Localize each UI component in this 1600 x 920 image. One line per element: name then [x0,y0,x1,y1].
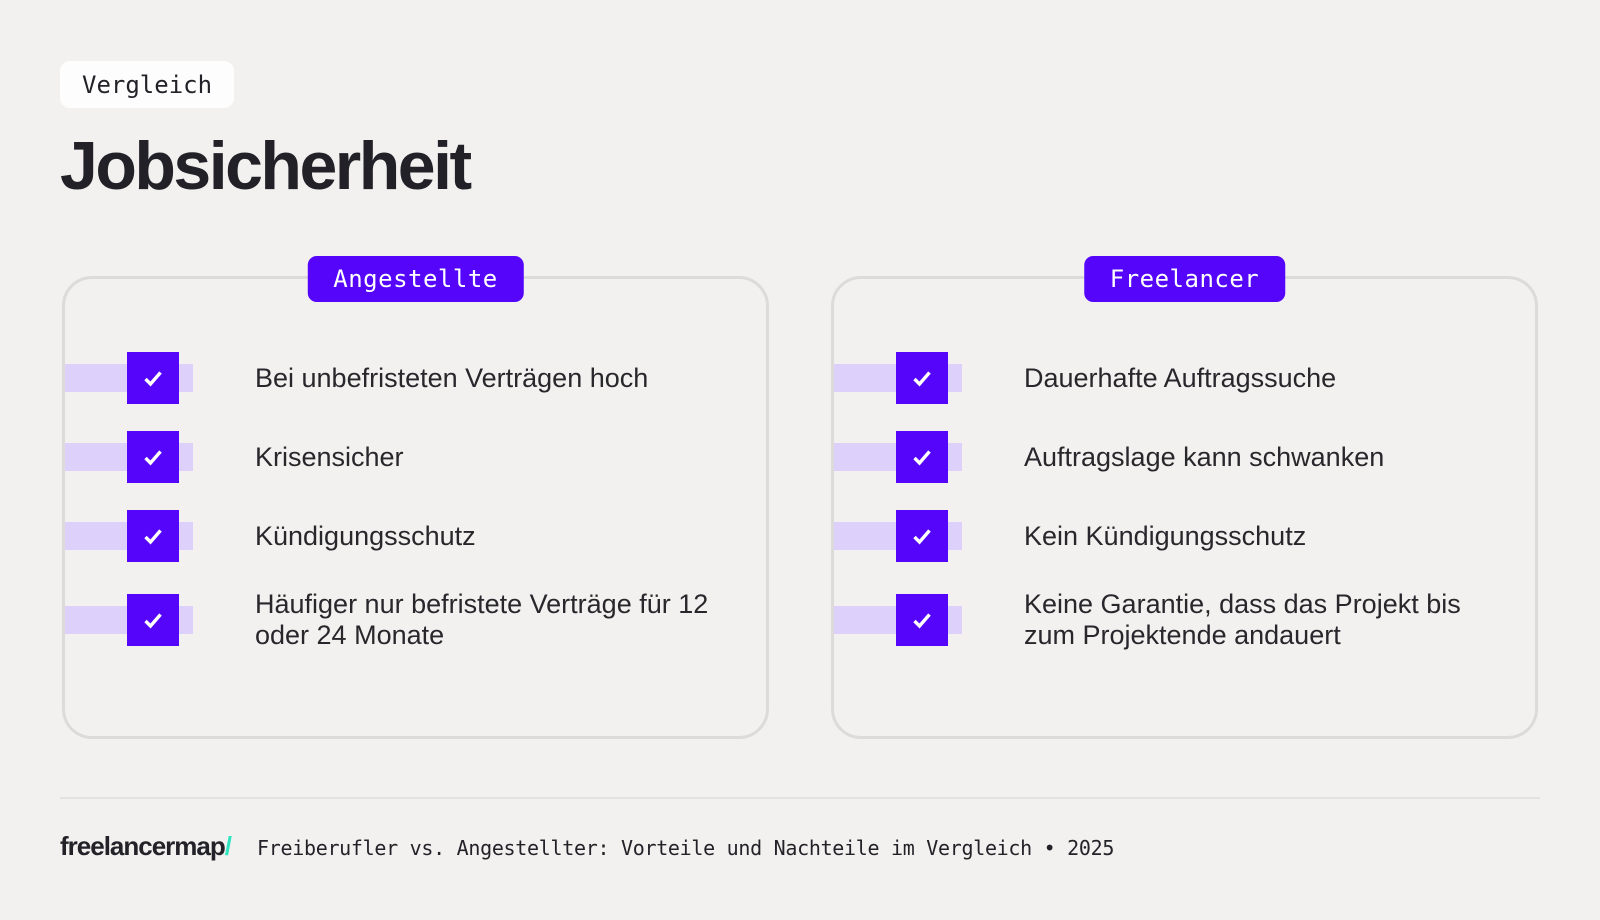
list-item: Dauerhafte Auftragssuche [834,352,1535,404]
card-angestellte: Angestellte Bei unbefristeten Verträgen … [62,256,769,739]
category-tag: Vergleich [60,61,235,108]
list-item-label: Kein Kündigungsschutz [1024,520,1307,551]
check-icon [896,352,948,404]
footer: freelancermap/ Freiberufler vs. Angestel… [60,797,1540,862]
check-icon [896,431,948,483]
list-item-label: Bei unbefristeten Verträgen hoch [255,362,649,393]
list-item: Auftragslage kann schwanken [834,431,1535,483]
check-icon [896,510,948,562]
card-freelancer: Freelancer Dauerhafte Auftragssuche Auft… [831,256,1538,739]
brand-slash-icon: / [224,831,232,861]
check-icon [127,594,179,646]
freelancer-list: Dauerhafte Auftragssuche Auftragslage ka… [834,279,1535,651]
freelancermap-logo: freelancermap/ [60,831,232,862]
page-title: Jobsicherheit [60,128,472,204]
card-badge-freelancer: Freelancer [1083,256,1286,302]
angestellte-list: Bei unbefristeten Verträgen hoch Krisens… [65,279,766,651]
brand-text: freelancermap [60,831,226,861]
list-item-label: Keine Garantie, dass das Projekt bis zum… [1024,589,1461,650]
list-item-label: Häufiger nur befristete Verträge für 12 … [255,589,709,650]
list-item-label: Auftragslage kann schwanken [1024,441,1385,472]
list-item-label: Kündigungsschutz [255,520,476,551]
check-icon [127,431,179,483]
footer-row: freelancermap/ Freiberufler vs. Angestel… [60,831,1540,862]
list-item: Keine Garantie, dass das Projekt bis zum… [834,589,1535,651]
list-item: Häufiger nur befristete Verträge für 12 … [65,589,766,651]
list-item: Kein Kündigungsschutz [834,510,1535,562]
check-icon [896,594,948,646]
list-item: Krisensicher [65,431,766,483]
list-item: Kündigungsschutz [65,510,766,562]
comparison-cards: Angestellte Bei unbefristeten Verträgen … [0,256,1600,739]
check-icon [127,510,179,562]
list-item: Bei unbefristeten Verträgen hoch [65,352,766,404]
check-icon [127,352,179,404]
card-badge-angestellte: Angestellte [307,256,524,302]
list-item-label: Krisensicher [255,441,404,472]
list-item-label: Dauerhafte Auftragssuche [1024,362,1337,393]
footer-caption: Freiberufler vs. Angestellter: Vorteile … [257,836,1115,860]
